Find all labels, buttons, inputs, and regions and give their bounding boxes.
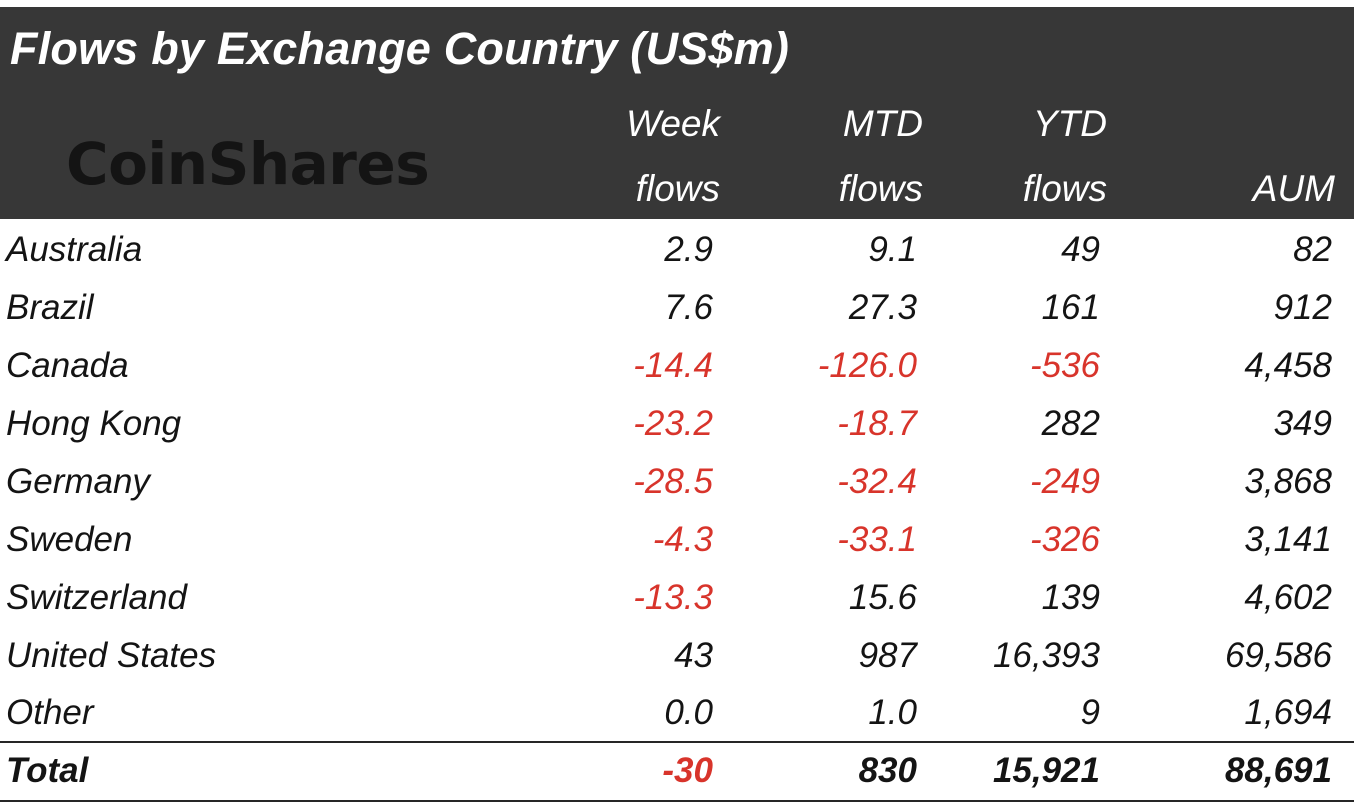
total-week-flow: -30: [662, 751, 713, 790]
coinshares-logo: CoinShares: [66, 130, 430, 198]
week-flow-cell: -28.5: [633, 462, 713, 501]
table-row: Switzerland -13.3 15.6 139 4,602: [0, 569, 1354, 627]
table-header: Flows by Exchange Country (US$m) CoinSha…: [0, 7, 1354, 219]
country-cell: Switzerland: [6, 578, 187, 617]
country-cell: Canada: [6, 346, 129, 385]
country-cell: United States: [6, 636, 217, 675]
country-cell: Other: [6, 693, 94, 732]
table-row: Brazil 7.6 27.3 161 912: [0, 279, 1354, 337]
ytd-flow-cell: 282: [1041, 404, 1100, 443]
mtd-flow-cell: 1.0: [868, 693, 917, 732]
aum-cell: 349: [1273, 404, 1332, 443]
country-cell: Australia: [6, 230, 143, 269]
aum-cell: 3,868: [1244, 462, 1332, 501]
mtd-flow-cell: 27.3: [848, 288, 917, 327]
total-mtd-flow: 830: [858, 751, 917, 790]
table-row: Germany -28.5 -32.4 -249 3,868: [0, 453, 1354, 511]
table-row: Hong Kong -23.2 -18.7 282 349: [0, 395, 1354, 453]
table-title: Flows by Exchange Country (US$m): [10, 23, 790, 74]
table-row: Canada -14.4 -126.0 -536 4,458: [0, 337, 1354, 395]
mtd-flow-cell: -18.7: [837, 404, 917, 443]
week-flow-cell: -23.2: [633, 404, 713, 443]
mtd-flow-cell: 9.1: [868, 230, 917, 269]
mtd-flow-cell: -32.4: [837, 462, 917, 501]
table-row: Australia 2.9 9.1 49 82: [0, 221, 1354, 279]
country-cell: Sweden: [6, 520, 133, 559]
header-mtd-line2: flows: [838, 168, 923, 209]
aum-cell: 1,694: [1244, 693, 1332, 732]
week-flow-cell: 0.0: [664, 693, 713, 732]
ytd-flow-cell: 161: [1041, 288, 1100, 327]
week-flow-cell: -4.3: [652, 520, 713, 559]
week-flow-cell: -14.4: [633, 346, 713, 385]
table-row: United States 43 987 16,393 69,586: [0, 627, 1354, 685]
aum-cell: 4,602: [1244, 578, 1332, 617]
country-cell: Germany: [6, 462, 150, 501]
ytd-flow-cell: -249: [1029, 462, 1100, 501]
aum-cell: 912: [1273, 288, 1332, 327]
week-flow-cell: 2.9: [664, 230, 713, 269]
ytd-flow-cell: 16,393: [992, 636, 1100, 675]
aum-cell: 3,141: [1244, 520, 1332, 559]
aum-cell: 69,586: [1224, 636, 1332, 675]
ytd-flow-cell: 139: [1041, 578, 1100, 617]
header-ytd-line1: YTD: [1033, 103, 1107, 144]
country-cell: Hong Kong: [6, 404, 182, 443]
ytd-flow-cell: 49: [1061, 230, 1100, 269]
aum-cell: 82: [1293, 230, 1332, 269]
table-row: Sweden -4.3 -33.1 -326 3,141: [0, 511, 1354, 569]
header-week-line2: flows: [635, 168, 720, 209]
aum-cell: 4,458: [1244, 346, 1332, 385]
mtd-flow-cell: -126.0: [817, 346, 917, 385]
total-row: Total -30 830 15,921 88,691: [0, 742, 1354, 800]
header-week-line1: Week: [626, 103, 720, 144]
mtd-flow-cell: 15.6: [848, 578, 917, 617]
mtd-flow-cell: 987: [858, 636, 917, 675]
bottom-divider: [0, 800, 1354, 802]
header-mtd-line1: MTD: [842, 103, 923, 144]
week-flow-cell: 43: [674, 636, 713, 675]
total-label: Total: [6, 751, 89, 790]
total-divider: [0, 741, 1354, 743]
ytd-flow-cell: -536: [1029, 346, 1100, 385]
ytd-flow-cell: -326: [1029, 520, 1100, 559]
ytd-flow-cell: 9: [1080, 693, 1100, 732]
header-ytd-line2: flows: [1022, 168, 1107, 209]
table-row: Other 0.0 1.0 9 1,694: [0, 684, 1354, 742]
total-aum: 88,691: [1224, 751, 1332, 790]
header-aum-line2: AUM: [1252, 168, 1335, 209]
week-flow-cell: -13.3: [633, 578, 713, 617]
country-cell: Brazil: [6, 288, 94, 327]
total-ytd-flow: 15,921: [992, 751, 1100, 790]
week-flow-cell: 7.6: [664, 288, 713, 327]
mtd-flow-cell: -33.1: [837, 520, 917, 559]
